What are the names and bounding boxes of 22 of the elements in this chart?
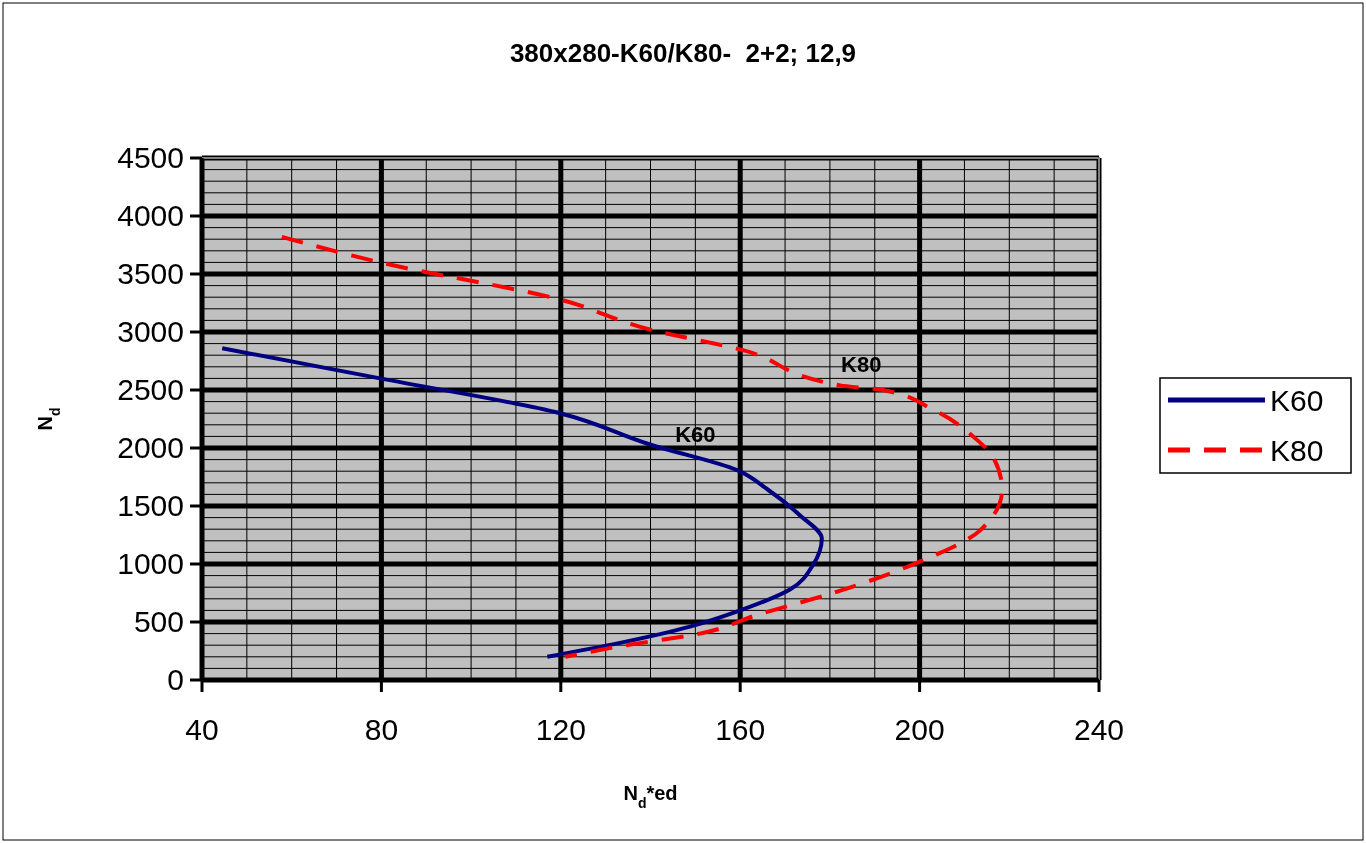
- x-tick-label: 240: [1073, 713, 1125, 746]
- x-tick-label: 80: [364, 713, 399, 746]
- y-tick-label: 0: [167, 663, 184, 696]
- line-series: [279, 234, 1005, 659]
- x-axis-title: N$_{d}$*ed: [623, 782, 678, 811]
- y-tick-label: 500: [133, 605, 184, 638]
- y-tick-label: 2000: [117, 431, 184, 464]
- y-tick-label: 3000: [117, 315, 184, 348]
- chart-title: 380x280-K60/K80- 2+2; 12,9: [509, 38, 857, 68]
- y-tick-label: 1500: [117, 489, 184, 522]
- legend-label: K60: [1270, 384, 1324, 417]
- y-tick-label: 4000: [117, 199, 184, 232]
- legend-label: K80: [1270, 434, 1324, 467]
- y-tick-label: 3500: [117, 257, 184, 290]
- x-tick-label: 120: [535, 713, 586, 746]
- y-tick-label: 4500: [117, 141, 184, 174]
- x-tick-label: 200: [894, 713, 945, 746]
- y-tick-label: 1000: [117, 547, 184, 580]
- y-tick-label: 2500: [117, 373, 184, 406]
- x-tick-label: 160: [715, 713, 766, 746]
- line-series: [220, 346, 824, 659]
- x-tick-label: 40: [185, 713, 219, 746]
